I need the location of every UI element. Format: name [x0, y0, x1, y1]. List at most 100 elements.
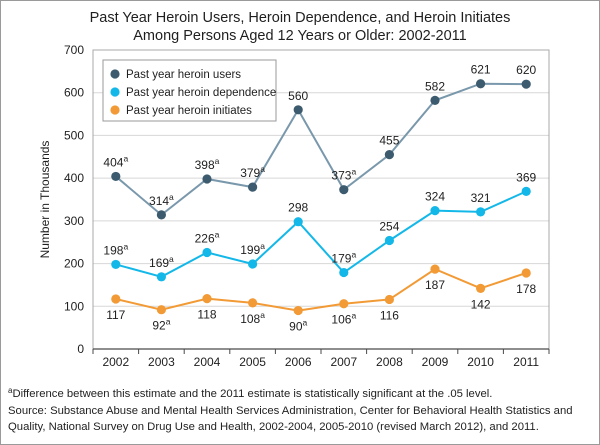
data-label: 398a: [195, 156, 220, 172]
legend-label: Past year heroin dependence: [126, 87, 276, 99]
data-label: 199a: [240, 241, 265, 257]
data-point: [384, 150, 394, 160]
significance-marker: a: [303, 318, 308, 328]
data-label: 179a: [331, 250, 356, 266]
data-label: 621: [471, 63, 491, 77]
significance-marker: a: [260, 241, 265, 251]
data-point: [293, 105, 303, 115]
y-tick-label: 400: [64, 171, 84, 185]
y-tick-label: 500: [64, 128, 84, 142]
data-point: [430, 206, 440, 216]
data-label: 369: [516, 170, 536, 184]
y-tick-label: 0: [77, 342, 84, 356]
data-label: 373a: [331, 167, 356, 183]
footnote-text: Difference between this estimate and the…: [12, 388, 493, 400]
x-tick-label: 2010: [467, 355, 494, 369]
data-label: 582: [425, 79, 445, 93]
data-point: [248, 182, 258, 192]
significance-marker: a: [123, 241, 128, 251]
data-label: 620: [516, 63, 536, 77]
data-point: [476, 207, 486, 217]
data-point: [384, 294, 394, 305]
data-point: [339, 299, 349, 309]
data-label: 314a: [149, 192, 174, 208]
data-point: [293, 305, 303, 316]
data-label: 404a: [103, 153, 128, 169]
data-point: [202, 174, 212, 184]
source-line-1: Source: Substance Abuse and Mental Healt…: [8, 405, 573, 417]
significance-marker: a: [351, 311, 356, 321]
series-line: [115, 267, 527, 312]
x-tick-label: 2006: [285, 355, 312, 369]
significance-marker: a: [123, 153, 128, 163]
data-label: 187: [425, 278, 445, 292]
significance-marker: a: [215, 156, 220, 166]
data-point: [248, 259, 258, 269]
data-point: [339, 267, 349, 278]
legend-marker: [110, 87, 120, 97]
data-point: [521, 186, 531, 196]
x-tick-label: 2003: [148, 355, 175, 369]
data-point: [384, 235, 394, 246]
data-label: 108a: [240, 310, 265, 326]
data-label: 178: [516, 282, 536, 296]
data-label: 142: [471, 297, 491, 311]
data-label: 324: [425, 190, 445, 204]
legend-label: Past year heroin initiates: [126, 105, 252, 117]
x-tick-label: 2011: [513, 355, 539, 369]
significance-marker: a: [260, 164, 265, 174]
data-label: 117: [106, 308, 125, 322]
data-label: 116: [380, 308, 399, 322]
data-label: 298: [288, 201, 308, 215]
y-tick-label: 700: [64, 43, 84, 57]
x-tick-label: 2007: [330, 355, 357, 369]
data-point: [202, 247, 212, 258]
data-label: 560: [288, 89, 308, 103]
data-point: [521, 79, 531, 89]
footnote: aDifference between this estimate and th…: [8, 386, 596, 402]
data-label: 92a: [152, 317, 170, 333]
legend-marker: [110, 69, 120, 79]
footnote-marker: a: [8, 386, 13, 395]
data-point: [156, 305, 166, 315]
data-point: [476, 79, 486, 89]
series-line: [115, 82, 527, 217]
x-tick-label: 2004: [194, 355, 221, 369]
data-point: [430, 95, 440, 106]
data-label: 118: [197, 308, 216, 322]
y-tick-label: 300: [64, 214, 84, 228]
significance-marker: a: [166, 317, 171, 327]
data-label: 198a: [103, 241, 128, 257]
data-point: [339, 185, 349, 195]
data-point: [111, 294, 121, 304]
data-point: [293, 217, 303, 227]
data-label: 90a: [289, 318, 307, 334]
significance-marker: a: [169, 192, 174, 202]
chart-title-line-1: Past Year Heroin Users, Heroin Dependenc…: [89, 10, 511, 26]
data-point: [111, 259, 121, 270]
y-tick-label: 600: [64, 86, 84, 100]
data-label: 379a: [240, 164, 265, 180]
data-point: [111, 171, 121, 182]
series-line: [115, 190, 527, 278]
data-label: 455: [379, 134, 399, 148]
data-point: [156, 210, 166, 220]
data-label: 226a: [195, 229, 220, 245]
legend-box: [102, 59, 277, 122]
data-point: [521, 268, 531, 278]
source-line-2: Quality, National Survey on Drug Use and…: [8, 421, 539, 433]
y-axis-label: Number in Thousands: [38, 141, 52, 259]
x-tick-label: 2008: [376, 355, 403, 369]
data-point: [476, 283, 486, 293]
data-label: 106a: [331, 311, 356, 327]
legend-label: Past year heroin users: [126, 69, 241, 81]
chart-title-line-2: Among Persons Aged 12 Years or Older: 20…: [133, 28, 467, 44]
legend-marker: [110, 105, 120, 115]
significance-marker: a: [351, 167, 356, 177]
significance-marker: a: [215, 229, 220, 239]
significance-marker: a: [169, 254, 174, 264]
data-label: 254: [379, 220, 399, 234]
data-label: 169a: [149, 254, 174, 270]
data-point: [156, 272, 166, 282]
